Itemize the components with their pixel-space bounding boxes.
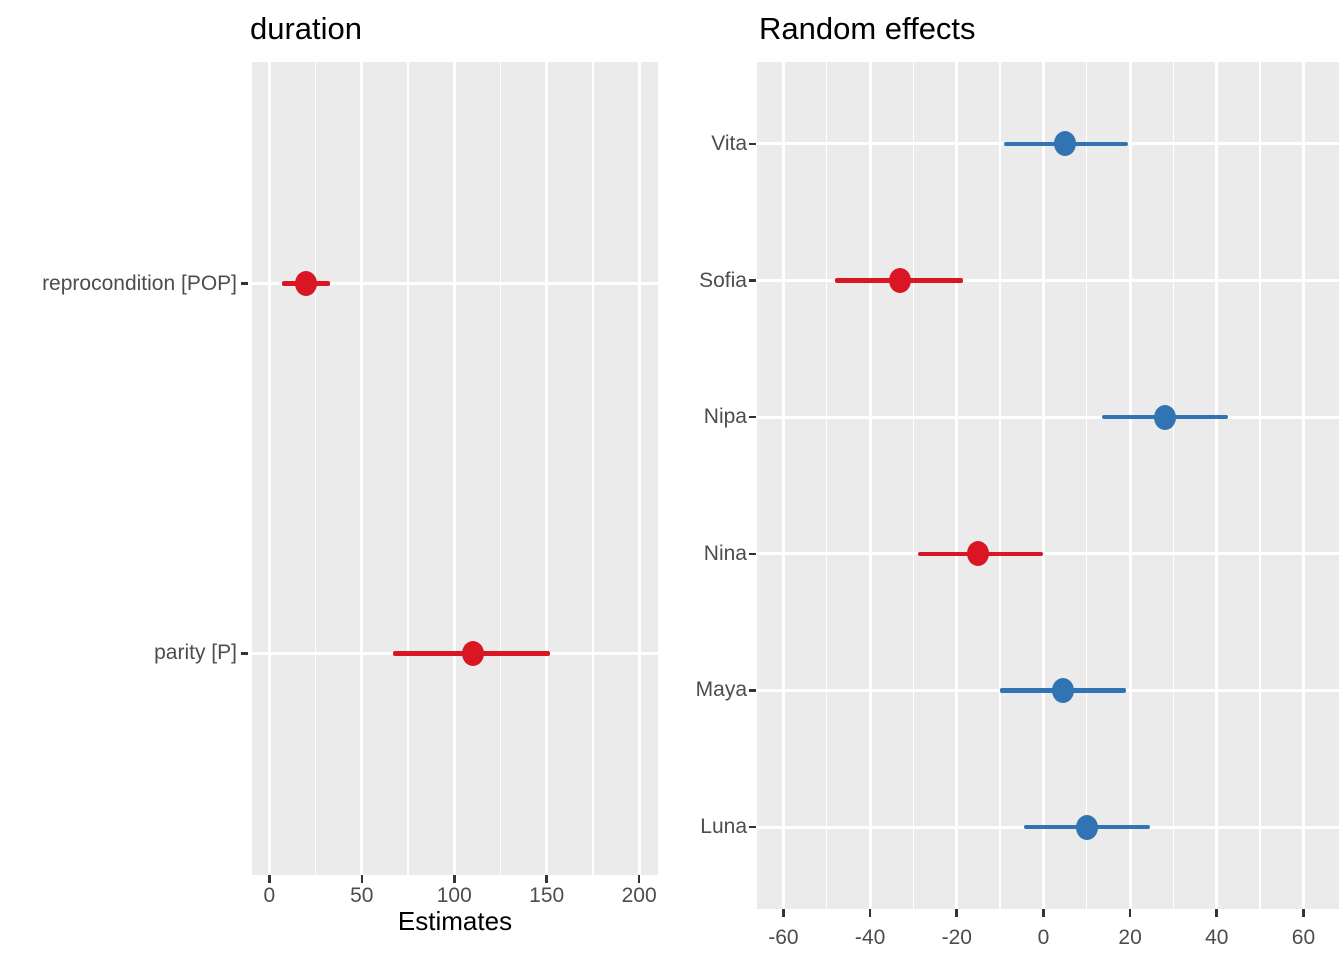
x-tick-mark bbox=[1215, 909, 1219, 917]
y-axis-label: Luna bbox=[700, 815, 747, 839]
y-axis-label: reprocondition [POP] bbox=[42, 271, 237, 295]
y-tick-mark bbox=[749, 552, 756, 556]
major-gridline bbox=[360, 62, 364, 875]
minor-gridline bbox=[592, 62, 594, 875]
major-gridline bbox=[267, 62, 271, 875]
row-gridline bbox=[252, 282, 658, 286]
x-tick-label: -20 bbox=[941, 926, 972, 949]
estimate-dot-sofia bbox=[889, 268, 912, 294]
major-gridline bbox=[1041, 62, 1045, 909]
estimate-dot-nina bbox=[967, 541, 990, 567]
estimate-dot-parity-p- bbox=[461, 640, 484, 666]
x-axis-title-estimates: Estimates bbox=[397, 906, 513, 936]
x-tick-label: 20 bbox=[1118, 926, 1142, 949]
x-tick-label: 60 bbox=[1291, 926, 1316, 949]
y-axis-label: Maya bbox=[695, 678, 747, 702]
x-tick-label: 100 bbox=[436, 884, 472, 907]
major-gridline bbox=[452, 62, 456, 875]
estimate-dot-vita bbox=[1054, 131, 1077, 157]
x-tick-label: 0 bbox=[263, 884, 276, 907]
y-tick-mark bbox=[241, 651, 248, 655]
x-tick-label: 40 bbox=[1205, 926, 1229, 949]
x-tick-mark bbox=[782, 909, 785, 917]
minor-gridline bbox=[499, 62, 502, 875]
estimate-dot-maya bbox=[1051, 677, 1074, 703]
y-tick-mark bbox=[241, 282, 248, 286]
x-tick-mark bbox=[637, 875, 641, 883]
x-tick-label: 150 bbox=[529, 884, 565, 907]
panel-random-effects-plot-area bbox=[757, 62, 1339, 909]
x-tick-label: -60 bbox=[768, 926, 799, 949]
x-tick-mark bbox=[1042, 909, 1045, 917]
x-tick-mark bbox=[452, 875, 456, 883]
x-tick-mark bbox=[545, 875, 548, 883]
major-gridline bbox=[1128, 62, 1132, 909]
x-tick-mark bbox=[868, 909, 872, 917]
minor-gridline bbox=[1172, 62, 1175, 909]
y-axis-label: parity [P] bbox=[154, 641, 237, 665]
minor-gridline bbox=[1259, 62, 1261, 909]
y-axis-label: Nina bbox=[703, 541, 747, 565]
minor-gridline bbox=[407, 62, 409, 875]
x-tick-label: 0 bbox=[1037, 926, 1050, 949]
x-tick-label: -40 bbox=[854, 926, 886, 949]
y-tick-mark bbox=[749, 825, 756, 829]
y-axis-label: Nipa bbox=[703, 405, 747, 429]
minor-gridline bbox=[314, 62, 317, 875]
x-tick-label: 50 bbox=[350, 884, 374, 907]
x-tick-mark bbox=[1128, 909, 1132, 917]
major-gridline bbox=[545, 62, 549, 875]
y-tick-mark bbox=[749, 415, 756, 419]
estimate-dot-luna bbox=[1075, 814, 1098, 840]
minor-gridline bbox=[826, 62, 828, 909]
panel-title-random-effects: Random effects bbox=[759, 11, 976, 46]
row-gridline bbox=[757, 415, 1339, 419]
x-tick-mark bbox=[1302, 909, 1305, 917]
panel-duration-plot-area bbox=[252, 62, 658, 875]
x-tick-label: 200 bbox=[621, 884, 657, 907]
estimate-dot-reprocondition-pop- bbox=[295, 271, 318, 297]
x-tick-mark bbox=[268, 875, 271, 883]
y-tick-mark bbox=[749, 142, 756, 146]
x-tick-mark bbox=[360, 875, 364, 883]
major-gridline bbox=[637, 62, 641, 875]
y-tick-mark bbox=[749, 689, 756, 692]
y-axis-label: Sofia bbox=[699, 268, 747, 292]
major-gridline bbox=[1215, 62, 1219, 909]
major-gridline bbox=[955, 62, 959, 909]
major-gridline bbox=[781, 62, 785, 909]
x-tick-mark bbox=[955, 909, 959, 917]
y-tick-mark bbox=[749, 279, 756, 282]
major-gridline bbox=[868, 62, 872, 909]
y-axis-label: Vita bbox=[711, 131, 747, 155]
minor-gridline bbox=[999, 62, 1001, 909]
row-gridline bbox=[757, 552, 1339, 556]
minor-gridline bbox=[1086, 62, 1088, 909]
panel-title-duration: duration bbox=[250, 11, 363, 46]
major-gridline bbox=[1301, 62, 1305, 909]
minor-gridline bbox=[912, 62, 915, 909]
row-gridline bbox=[757, 279, 1339, 283]
estimate-dot-nipa bbox=[1153, 404, 1176, 430]
